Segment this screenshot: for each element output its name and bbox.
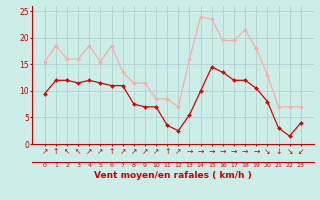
- X-axis label: Vent moyen/en rafales ( km/h ): Vent moyen/en rafales ( km/h ): [94, 171, 252, 180]
